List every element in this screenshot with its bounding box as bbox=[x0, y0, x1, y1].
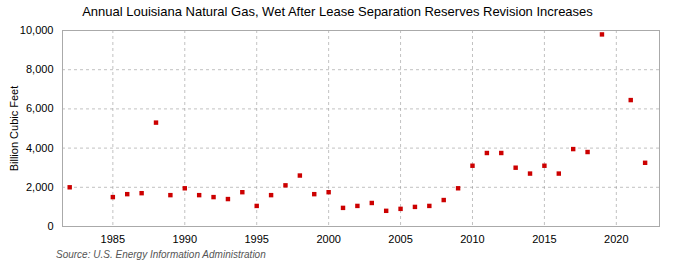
svg-text:2000: 2000 bbox=[316, 233, 340, 245]
svg-text:1990: 1990 bbox=[173, 233, 197, 245]
svg-text:4,000: 4,000 bbox=[26, 142, 54, 154]
svg-text:2005: 2005 bbox=[388, 233, 412, 245]
svg-text:2,000: 2,000 bbox=[26, 181, 54, 193]
svg-text:8,000: 8,000 bbox=[26, 63, 54, 75]
html-text:Source: U.S. Energy Informatio: Source: U.S. Energy Information Administ… bbox=[56, 249, 266, 260]
svg-text:0: 0 bbox=[47, 220, 53, 232]
svg-text:2015: 2015 bbox=[532, 233, 556, 245]
svg-text:Billion Cubic Feet: Billion Cubic Feet bbox=[8, 86, 20, 172]
svg-text:2010: 2010 bbox=[460, 233, 484, 245]
svg-text:10,000: 10,000 bbox=[20, 24, 54, 36]
svg-text:6,000: 6,000 bbox=[26, 102, 54, 114]
html-text:Annual Louisiana Natural Gas,: Annual Louisiana Natural Gas, Wet After … bbox=[82, 4, 593, 19]
svg-text:1995: 1995 bbox=[244, 233, 268, 245]
svg-text:2020: 2020 bbox=[604, 233, 628, 245]
svg-text:1985: 1985 bbox=[101, 233, 125, 245]
